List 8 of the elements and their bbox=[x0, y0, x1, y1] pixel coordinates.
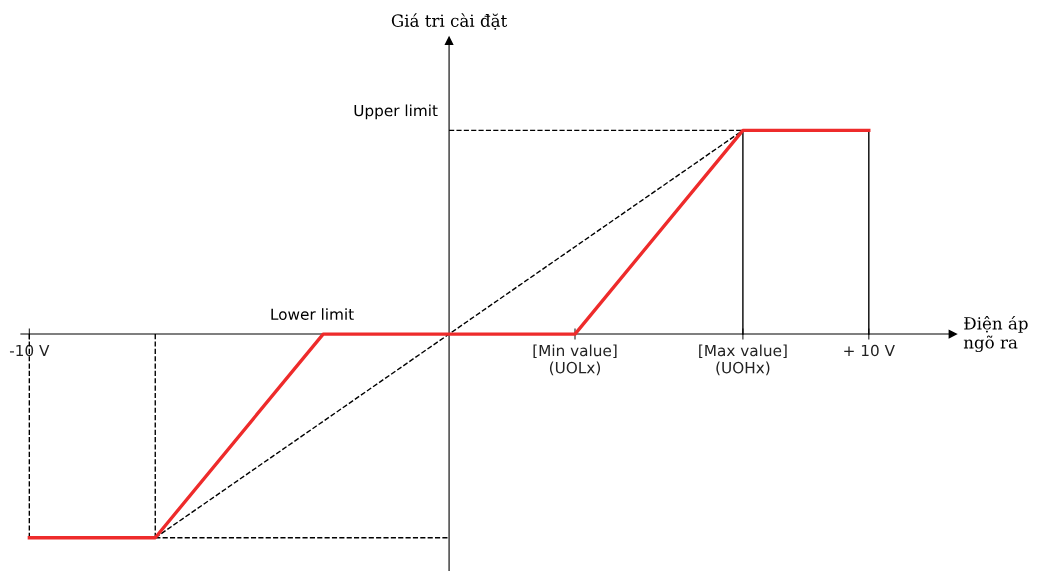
text: Giá tri cài đặt bbox=[391, 13, 508, 30]
x-tick-label: [Max value] (UOHx) bbox=[699, 344, 787, 376]
x-tick-label: -10 V bbox=[9, 344, 50, 357]
x-tick-label: + 10 V bbox=[844, 344, 895, 357]
x-tick-label: [Min value] (UOLx) bbox=[533, 344, 617, 376]
x-axis-title: Điện áp ngõ ra bbox=[963, 316, 1028, 353]
annotation: Upper limit bbox=[354, 104, 438, 120]
annotation: Lower limit bbox=[271, 308, 354, 320]
